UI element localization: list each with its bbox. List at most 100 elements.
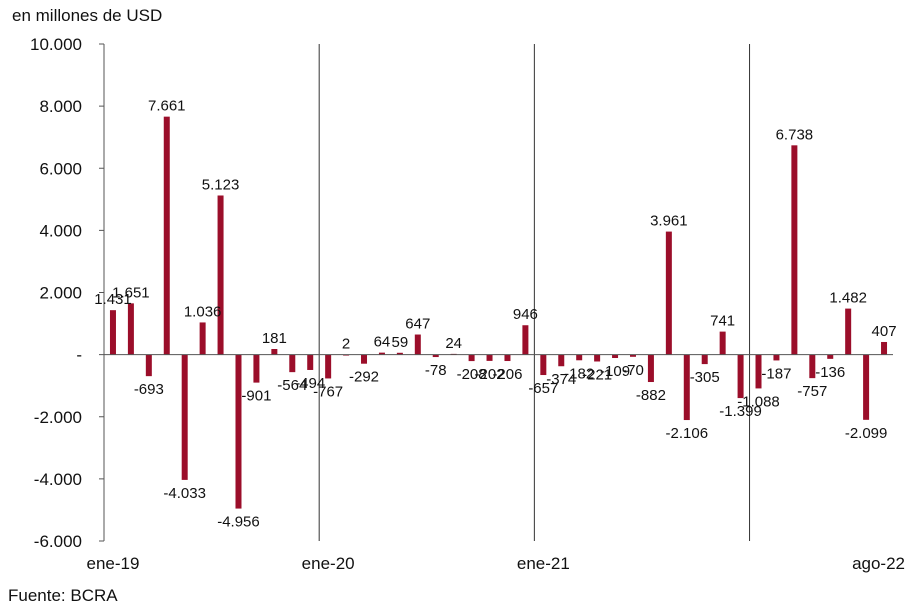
bar (629, 354, 636, 357)
bar (665, 231, 672, 355)
data-label: -1.399 (719, 403, 762, 420)
data-label: 1.651 (112, 284, 150, 301)
bar (217, 195, 224, 355)
data-label: 7.661 (148, 98, 186, 115)
x-tick-label: ene-20 (302, 554, 355, 573)
y-tick-label: 8.000 (39, 97, 82, 116)
unit-label: en millones de USD (12, 6, 163, 25)
y-tick-label: 10.000 (30, 35, 82, 54)
x-tick-label: ene-19 (86, 554, 139, 573)
data-label: -564 (277, 377, 307, 394)
data-label: -374 (546, 371, 576, 388)
bar (827, 354, 834, 359)
y-tick-label: 4.000 (39, 221, 82, 240)
bar (540, 354, 547, 376)
data-label: -182 (564, 365, 594, 382)
bar (809, 354, 816, 379)
data-label: 24 (445, 335, 462, 352)
data-label: -208 (457, 366, 487, 383)
data-label: -2.106 (666, 425, 709, 442)
y-tick-label: 2.000 (39, 284, 82, 303)
data-label: 64 (374, 334, 391, 351)
data-label: -693 (134, 381, 164, 398)
bar (396, 352, 403, 355)
data-label: 181 (262, 330, 287, 347)
bar (504, 354, 511, 362)
bar (325, 354, 332, 379)
data-label: 647 (405, 316, 430, 333)
bar (755, 354, 762, 389)
y-tick-label: 6.000 (39, 159, 82, 178)
bar (235, 354, 242, 509)
bar (414, 334, 421, 355)
bar (145, 354, 152, 377)
y-tick-label: -2.000 (34, 408, 82, 427)
bar (719, 331, 726, 355)
bar (558, 354, 565, 367)
data-label: 946 (513, 306, 538, 323)
x-tick-label: ago-22 (852, 554, 905, 573)
data-label: 1.036 (184, 303, 222, 320)
bar (253, 354, 260, 383)
data-label: 3.961 (650, 213, 688, 230)
data-label: -494 (295, 375, 325, 392)
bar (289, 354, 296, 373)
data-label: -4.956 (217, 514, 260, 531)
y-tick-label: - (76, 346, 82, 365)
source-note: Fuente: BCRA (8, 586, 118, 605)
bar (576, 354, 583, 361)
data-label: -206 (492, 366, 522, 383)
data-label: 1.431 (94, 291, 132, 308)
bar (737, 354, 744, 399)
data-label: -757 (797, 383, 827, 400)
bar (163, 116, 170, 355)
data-label: -292 (349, 369, 379, 386)
data-label: -187 (761, 365, 791, 382)
data-label: -901 (241, 388, 271, 405)
data-label: 59 (392, 334, 409, 351)
bar (683, 354, 690, 421)
bar (881, 341, 888, 355)
bar (647, 354, 654, 383)
x-tick-label: ene-21 (517, 554, 570, 573)
data-label: -70 (622, 362, 644, 379)
data-label: 6.738 (776, 126, 814, 143)
data-label: -202 (475, 366, 505, 383)
bar (773, 354, 780, 361)
bar (594, 354, 601, 362)
bar (127, 303, 134, 355)
bar (271, 349, 278, 355)
bar (307, 354, 314, 370)
data-label: -657 (528, 380, 558, 397)
data-label: -1.088 (737, 393, 780, 410)
data-label: 2 (342, 336, 350, 353)
bar (791, 145, 798, 355)
y-tick-label: -4.000 (34, 470, 82, 489)
data-label: -2.099 (845, 425, 888, 442)
bar (486, 354, 493, 361)
data-label: -305 (690, 369, 720, 386)
bar (181, 354, 188, 480)
bar (109, 310, 116, 355)
bar (361, 354, 368, 364)
bar (522, 325, 529, 355)
bar (701, 354, 708, 365)
data-label: 1.482 (829, 290, 867, 307)
bar (199, 322, 206, 355)
bar (845, 308, 852, 355)
data-label: 741 (710, 313, 735, 330)
data-label: -882 (636, 387, 666, 404)
data-label: 407 (872, 323, 897, 340)
y-tick-label: -6.000 (34, 532, 82, 551)
data-label: -767 (313, 383, 343, 400)
data-label: -78 (425, 362, 447, 379)
bar (468, 354, 475, 362)
bar (378, 352, 385, 355)
bar (432, 354, 439, 358)
data-label: -221 (582, 366, 612, 383)
data-label: -136 (815, 364, 845, 381)
data-label: -4.033 (163, 485, 206, 502)
data-label: -109 (600, 363, 630, 380)
bar (863, 354, 870, 420)
